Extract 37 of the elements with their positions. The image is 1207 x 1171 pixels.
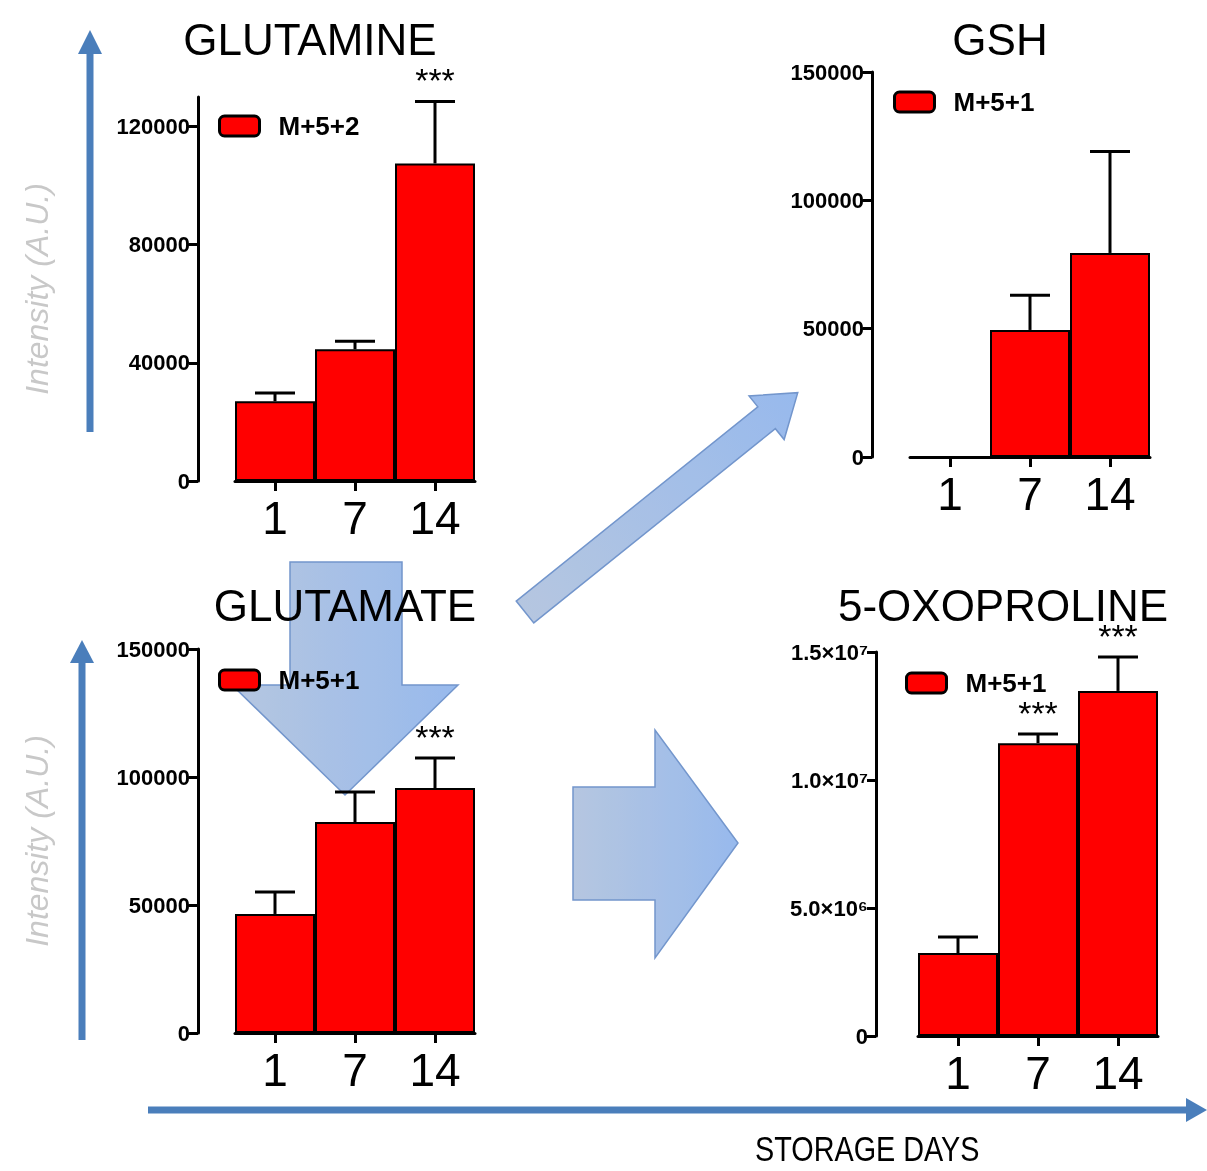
y-tick-label: 40000 <box>128 350 190 376</box>
y-tick-label: 150000 <box>790 59 864 85</box>
y-tick-label: 1.5×10⁷ <box>791 639 868 665</box>
y-tick-label: 1.0×10⁷ <box>791 767 868 793</box>
x-tick-label: 14 <box>409 1044 461 1096</box>
chart-title: GLUTAMATE <box>213 580 477 630</box>
annotation: *** <box>415 718 455 757</box>
y-tick-label: 0 <box>177 468 190 494</box>
y-tick-label: 120000 <box>116 114 190 140</box>
y-tick-label: 50000 <box>128 892 190 918</box>
x-tick-label: 7 <box>342 1044 368 1096</box>
y-tick-label: 0 <box>855 1023 868 1049</box>
x-tick-label: 7 <box>1017 468 1043 520</box>
x-tick-label: 7 <box>342 492 368 544</box>
y-tick-label: 0 <box>851 444 864 470</box>
y-tick-label: 100000 <box>116 764 190 790</box>
chart-title: GLUTAMINE <box>183 14 437 64</box>
x-tick-label: 1 <box>945 1047 971 1099</box>
y-tick-label: 80000 <box>128 232 190 258</box>
y-tick-label: 50000 <box>802 316 864 342</box>
x-tick-label: 7 <box>1025 1047 1051 1099</box>
annotation: *** <box>415 61 455 100</box>
legend-label: M+5+1 <box>278 665 360 695</box>
x-tick-label: 14 <box>1084 468 1136 520</box>
y-tick-label: 0 <box>177 1020 190 1046</box>
x-tick-label: 1 <box>262 1044 288 1096</box>
x-axis-title: STORAGE DAYS <box>755 1127 980 1169</box>
legend-label: M+5+2 <box>278 111 360 141</box>
y-tick-label: 100000 <box>790 187 864 213</box>
x-tick-label: 14 <box>1092 1047 1144 1099</box>
x-tick-label: 14 <box>409 492 461 544</box>
x-tick-label: 1 <box>937 468 963 520</box>
chart-title: GSH <box>952 14 1048 64</box>
x-tick-label: 1 <box>262 492 288 544</box>
y-tick-label: 5.0×10⁶ <box>789 895 868 921</box>
y-tick-label: 150000 <box>116 636 190 662</box>
legend-label: M+5+1 <box>953 87 1035 117</box>
